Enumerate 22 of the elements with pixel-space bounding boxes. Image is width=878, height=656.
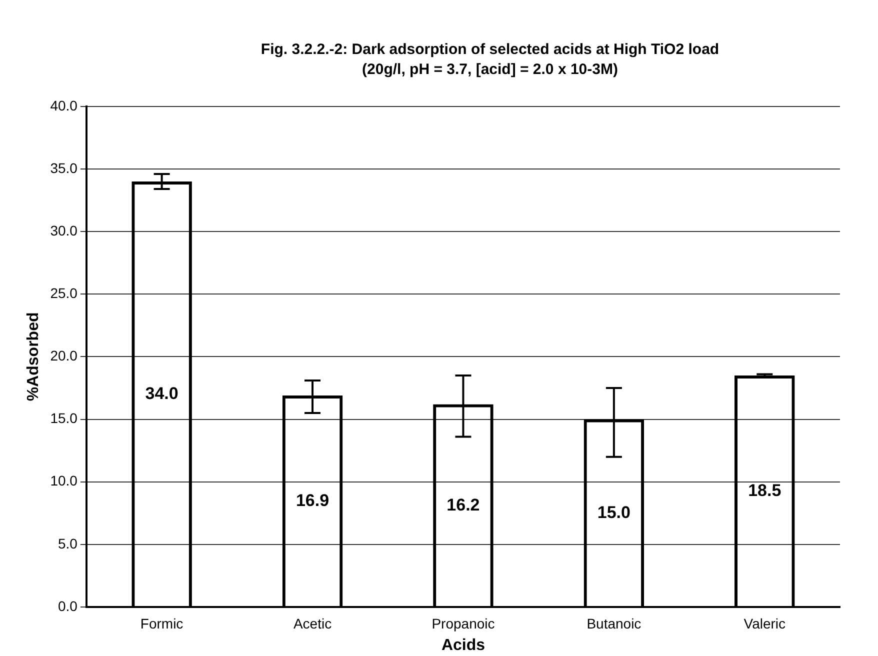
x-tick-label: Butanoic bbox=[586, 615, 642, 632]
data-label: 16.9 bbox=[296, 490, 330, 510]
y-tick-label: 15.0 bbox=[50, 410, 78, 426]
data-label: 34.0 bbox=[145, 384, 178, 403]
y-tick-label: 35.0 bbox=[50, 160, 78, 176]
y-tick-label: 20.0 bbox=[50, 348, 78, 364]
y-axis-title: %Adsorbed bbox=[25, 312, 42, 402]
data-label: 18.5 bbox=[748, 480, 782, 500]
x-tick-label: Propanoic bbox=[432, 615, 495, 632]
x-tick-label: Acetic bbox=[293, 615, 332, 632]
y-tick-label: 0.0 bbox=[58, 598, 78, 614]
y-tick-label: 5.0 bbox=[58, 535, 78, 552]
chart-title: Fig. 3.2.2.-2: Dark adsorption of selected acids at High TiO2 load (20g/l, pH = 3.7, [acid] = 2.0 x 10-3M) bbox=[260, 40, 720, 80]
x-tick-label: Formic bbox=[140, 615, 184, 632]
x-tick-label: Valeric bbox=[744, 615, 786, 632]
y-tick-label: 30.0 bbox=[50, 222, 78, 238]
y-tick-label: 40.0 bbox=[50, 97, 78, 114]
x-axis-title: Acids bbox=[441, 636, 486, 654]
y-tick-label: 25.0 bbox=[50, 284, 78, 301]
data-label: 16.2 bbox=[446, 495, 480, 514]
data-label: 15.0 bbox=[597, 502, 630, 522]
y-tick-label: 10.0 bbox=[50, 472, 78, 489]
